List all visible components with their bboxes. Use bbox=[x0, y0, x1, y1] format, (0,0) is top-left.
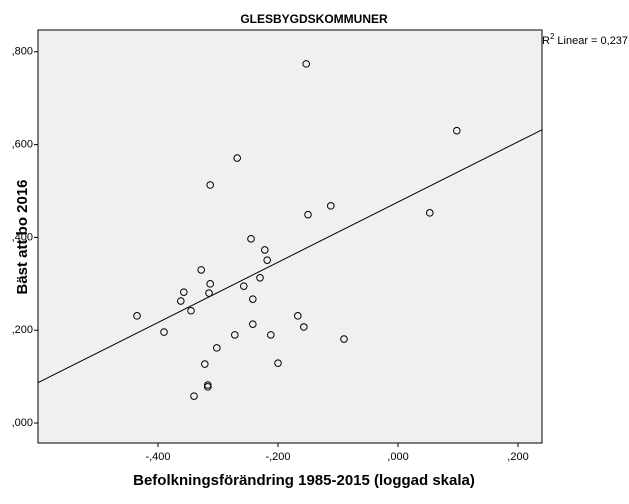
point bbox=[187, 306, 195, 315]
y-axis-title: Bäst att bo 2016 bbox=[14, 179, 31, 294]
plot-area bbox=[37, 29, 543, 444]
x-axis-title: Befolkningsförändring 1985-2015 (loggad … bbox=[133, 472, 475, 489]
point bbox=[233, 154, 241, 162]
y-tick-label: ,400 bbox=[12, 231, 33, 243]
point bbox=[213, 344, 221, 352]
x-tick-label: ,200 bbox=[507, 451, 528, 463]
point bbox=[206, 181, 214, 189]
point bbox=[201, 360, 209, 368]
y-tick-label: ,800 bbox=[12, 46, 33, 58]
r2-sup: 2 bbox=[550, 32, 555, 41]
point bbox=[206, 280, 214, 288]
point bbox=[133, 312, 141, 320]
point bbox=[197, 266, 205, 274]
x-tick-label: ,000 bbox=[387, 451, 408, 463]
point bbox=[267, 331, 275, 339]
point bbox=[304, 210, 312, 219]
point bbox=[247, 235, 255, 243]
point bbox=[256, 274, 264, 282]
fit-line bbox=[37, 129, 543, 384]
point bbox=[249, 320, 257, 329]
r2-annotation: R2 Linear = 0,237 bbox=[542, 32, 628, 47]
x-tick-label: -,200 bbox=[265, 451, 290, 463]
point bbox=[190, 392, 198, 400]
point bbox=[327, 202, 335, 210]
point bbox=[180, 288, 188, 296]
point bbox=[249, 295, 257, 303]
r2-rest: Linear = 0,237 bbox=[557, 35, 628, 47]
point bbox=[274, 359, 282, 367]
point bbox=[177, 297, 185, 305]
point bbox=[261, 246, 269, 254]
point bbox=[240, 282, 248, 290]
point bbox=[160, 328, 168, 336]
point bbox=[426, 209, 434, 217]
y-tick-label: ,000 bbox=[12, 417, 33, 429]
r2-base: R bbox=[542, 35, 550, 47]
y-tick-label: ,200 bbox=[12, 324, 33, 336]
x-tick-label: -,400 bbox=[145, 451, 170, 463]
point bbox=[263, 256, 272, 264]
point bbox=[453, 126, 461, 135]
y-tick-label: ,600 bbox=[12, 139, 33, 151]
chart-title: GLESBYGDSKOMMUNER bbox=[240, 12, 388, 26]
point bbox=[231, 331, 239, 339]
point bbox=[340, 335, 348, 343]
point bbox=[294, 312, 302, 320]
point bbox=[300, 323, 308, 331]
point bbox=[204, 383, 212, 391]
point bbox=[302, 60, 311, 68]
